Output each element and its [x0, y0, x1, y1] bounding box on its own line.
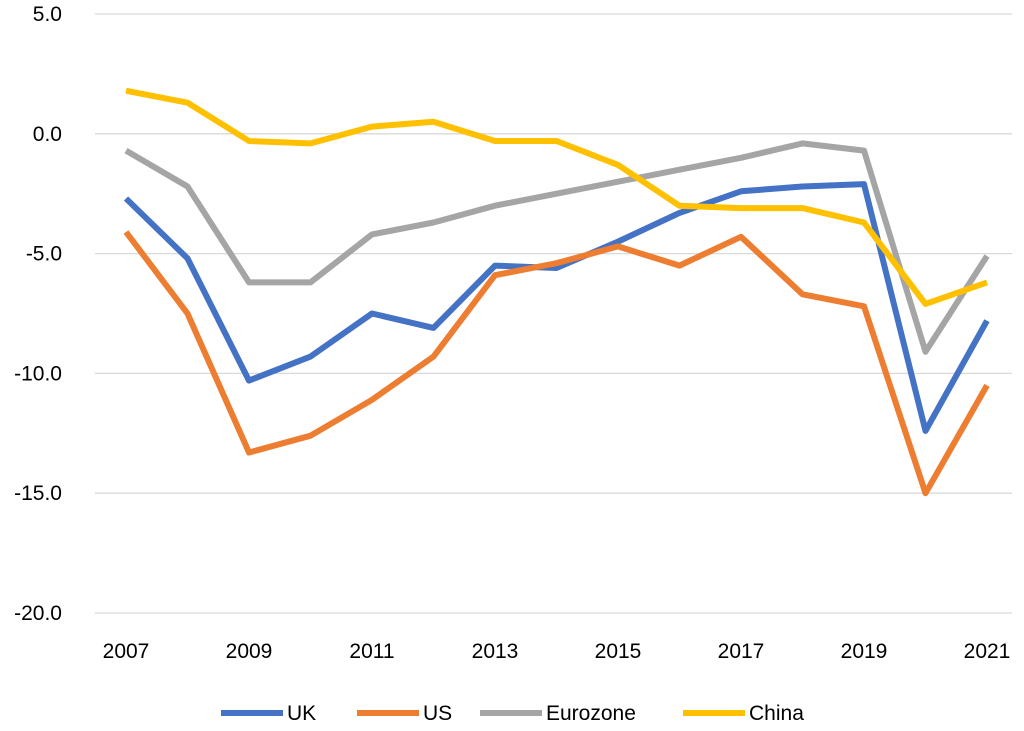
x-tick-label: 2007 — [103, 640, 150, 663]
y-tick-label: -10.0 — [14, 362, 62, 385]
legend-label-uk: UK — [287, 702, 316, 725]
x-tick-label: 2021 — [964, 640, 1011, 663]
series-line-eurozone — [124, 140, 990, 355]
legend: UK US Eurozone China — [221, 702, 804, 725]
x-tick-label: 2015 — [595, 640, 642, 663]
series-line-china — [125, 87, 988, 307]
legend-label-china: China — [749, 702, 804, 725]
series-lines — [123, 87, 990, 497]
series-line-us — [123, 230, 990, 497]
y-tick-label: 0.0 — [33, 123, 62, 146]
x-tick-label: 2011 — [349, 640, 394, 663]
x-tick-label: 2019 — [841, 640, 888, 663]
legend-label-us: US — [423, 702, 452, 725]
y-axis-tick-labels: 5.0 0.0 -5.0 -10.0 -15.0 -20.0 — [14, 3, 62, 625]
y-tick-label: -15.0 — [14, 482, 62, 505]
y-tick-label: 5.0 — [33, 3, 62, 26]
y-tick-label: -5.0 — [26, 243, 62, 266]
series-line-uk — [123, 181, 990, 434]
x-tick-label: 2017 — [718, 640, 765, 663]
legend-label-eurozone: Eurozone — [546, 702, 636, 725]
x-tick-label: 2013 — [472, 640, 519, 663]
y-tick-label: -20.0 — [14, 602, 62, 625]
x-tick-label: 2009 — [226, 640, 273, 663]
x-axis-tick-labels: 2007 2009 2011 2013 2015 2017 2019 2021 — [103, 640, 1011, 663]
gridlines — [95, 13, 1012, 614]
